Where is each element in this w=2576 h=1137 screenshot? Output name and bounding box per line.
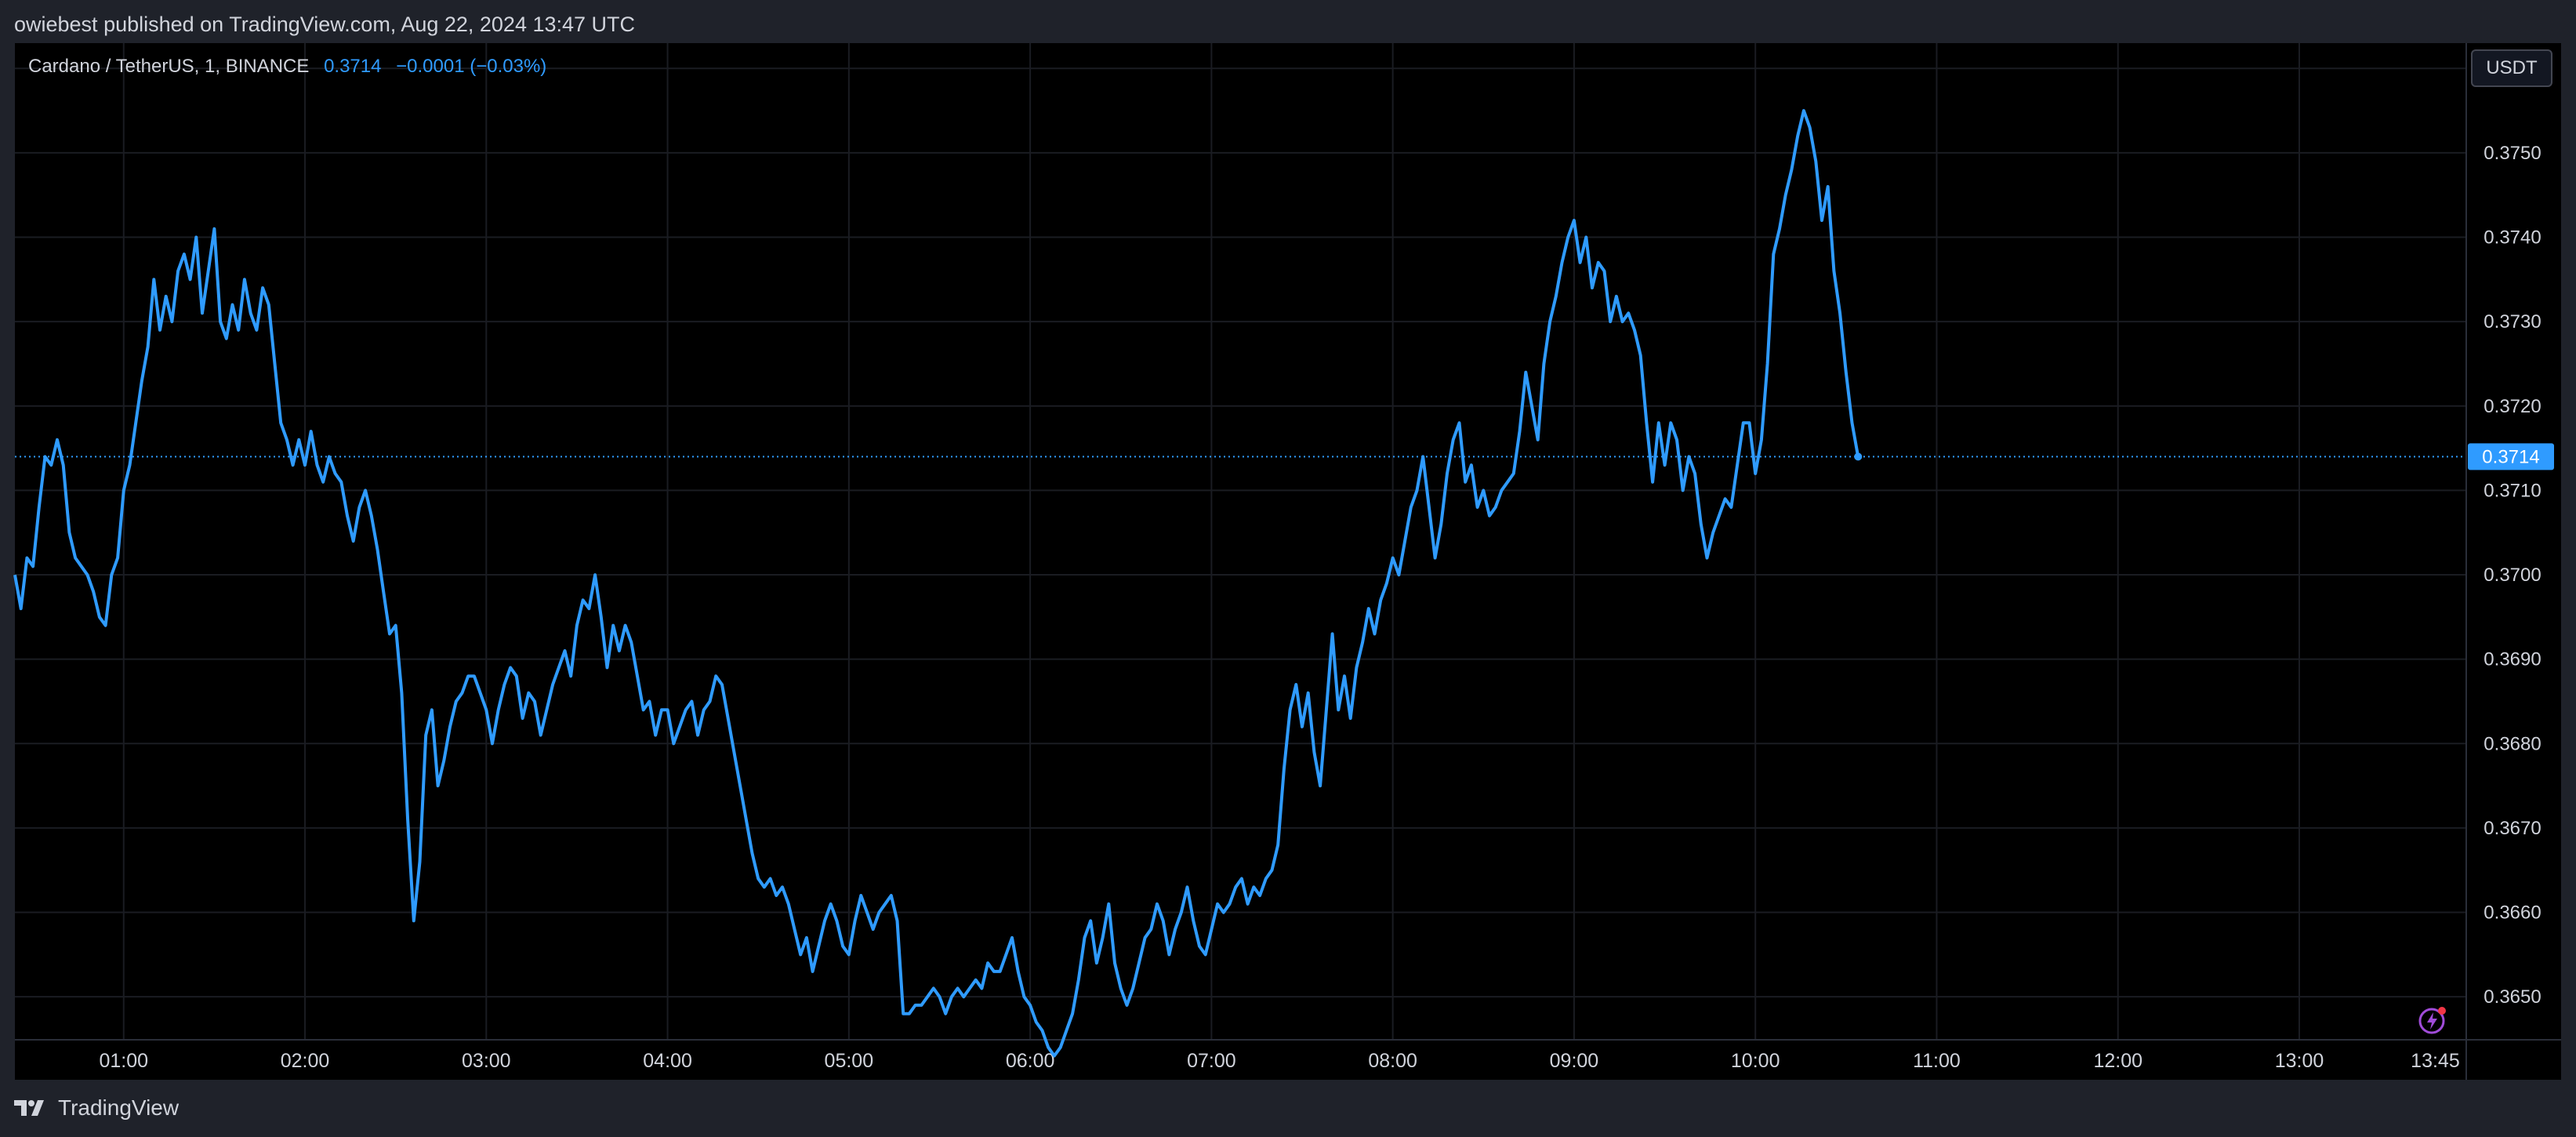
time-tick-label: 08:00 [1368,1050,1417,1072]
time-tick-label: 11:00 [1913,1050,1961,1072]
last-price-dot [1854,452,1863,461]
series-line [13,109,1860,1058]
price-tick-label: 0.3650 [2483,986,2541,1008]
chart-pane[interactable] [15,43,2465,1039]
lightning-icon[interactable] [2418,1004,2449,1035]
price-tick-label: 0.3710 [2483,480,2541,501]
scale-corner [2465,1039,2561,1080]
price-tick-label: 0.3670 [2483,818,2541,839]
time-tick-label: 13:00 [2275,1050,2324,1072]
time-scale[interactable] [15,1039,2465,1080]
time-axis-labels: 01:00 02:00 03:00 04:00 05:00 06:00 07:00 08:00… [99,1050,2459,1072]
time-tick-label: 12:00 [2093,1050,2142,1072]
price-tick-label: 0.3700 [2483,565,2541,586]
publish-info: owiebest published on TradingView.com, A… [14,13,636,36]
tradingview-logo-icon [14,1100,44,1116]
price-tick-label: 0.3690 [2483,649,2541,670]
legend-last-value: 0.3714 [324,56,382,77]
price-tick-label: 0.3660 [2483,903,2541,924]
last-price-label: 0.3714 [2468,443,2554,470]
time-tick-label: 06:00 [1006,1050,1055,1072]
price-tick-label: 0.3750 [2483,143,2541,164]
price-scale[interactable] [2465,43,2561,1039]
symbol-title[interactable]: Cardano / TetherUS, 1, BINANCE [28,56,310,77]
last-price-label-text: 0.3714 [2482,446,2539,467]
price-tick-label: 0.3680 [2483,733,2541,754]
footer-brand[interactable]: TradingView [14,1094,179,1122]
grid-lines [15,43,2465,1039]
time-tick-label: 03:00 [462,1050,511,1072]
currency-button[interactable]: USDT [2471,49,2552,87]
time-tick-label: 04:00 [643,1050,692,1072]
time-tick-label: 09:00 [1550,1050,1599,1072]
price-axis-labels: 0.3650 0.3660 0.3670 0.3680 0.3690 0.3700 0.37… [2483,58,2541,1008]
time-tick-label: 13:45 [2411,1050,2460,1072]
time-tick-label: 10:00 [1731,1050,1780,1072]
legend-change: −0.0001 (−0.03%) [396,56,547,77]
time-tick-label: 05:00 [825,1050,874,1072]
time-tick-label: 07:00 [1187,1050,1236,1072]
time-tick-label: 02:00 [281,1050,330,1072]
price-tick-label: 0.3740 [2483,227,2541,249]
chart-legend: Cardano / TetherUS, 1, BINANCE 0.3714 −0… [28,55,546,78]
brand-name: TradingView [58,1095,180,1120]
time-tick-label: 01:00 [99,1050,148,1072]
price-tick-label: 0.3720 [2483,396,2541,417]
price-tick-label: 0.3730 [2483,311,2541,332]
